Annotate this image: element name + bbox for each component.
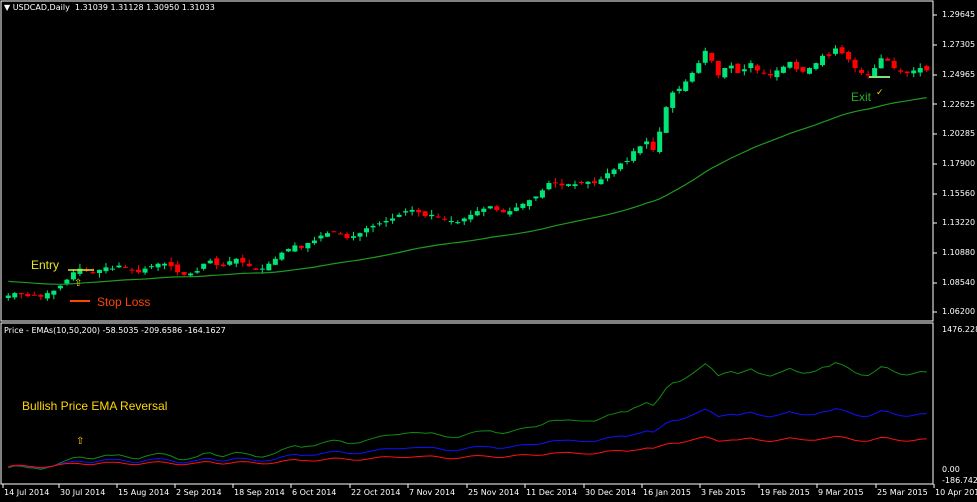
exit-check-icon: ✓ bbox=[876, 87, 884, 97]
stop-loss-label: Stop Loss bbox=[97, 295, 151, 309]
price-tick: 1.29645 bbox=[942, 10, 976, 19]
ema200-diff-line bbox=[8, 435, 927, 469]
indicator-top-value: 1476.2280 bbox=[942, 325, 977, 334]
time-tick: 30 Dec 2014 bbox=[585, 488, 637, 497]
main-panel-frame bbox=[0, 0, 934, 322]
time-tick: 7 Nov 2014 bbox=[409, 488, 456, 497]
symbol-label: USDCAD,Daily bbox=[12, 3, 70, 12]
time-tick: 19 Feb 2015 bbox=[760, 488, 810, 497]
time-tick: 10 Apr 2015 bbox=[935, 488, 977, 497]
price-tick: 1.10880 bbox=[942, 248, 976, 257]
chart-title: ▼ USDCAD,Daily 1.31039 1.31128 1.30950 1… bbox=[4, 3, 215, 12]
time-tick: 6 Oct 2014 bbox=[292, 488, 337, 497]
collapse-triangle-icon[interactable]: ▼ bbox=[4, 3, 11, 12]
price-tick: 1.06200 bbox=[942, 307, 976, 316]
time-tick: 15 Aug 2014 bbox=[118, 488, 170, 497]
price-tick: 1.27305 bbox=[942, 40, 976, 49]
price-tick: 1.20285 bbox=[942, 129, 976, 138]
time-tick: 25 Mar 2015 bbox=[877, 488, 928, 497]
price-tick: 1.13220 bbox=[942, 218, 976, 227]
exit-label: Exit bbox=[851, 90, 872, 104]
indicator-panel-frame bbox=[0, 322, 934, 485]
time-tick: 30 Jul 2014 bbox=[60, 488, 106, 497]
price-tick: 1.15560 bbox=[942, 189, 976, 198]
indicator-zero-value: 0.00 bbox=[942, 465, 960, 474]
time-tick: 16 Jan 2015 bbox=[643, 488, 691, 497]
indicator-arrow-icon: ⇧ bbox=[76, 436, 85, 447]
ohlc-values: 1.31039 1.31128 1.30950 1.31033 bbox=[74, 3, 215, 12]
price-tick: 1.22625 bbox=[942, 100, 976, 109]
pattern-label: Bullish Price EMA Reversal bbox=[22, 399, 168, 413]
time-tick: 25 Nov 2014 bbox=[468, 488, 520, 497]
time-tick: 18 Sep 2014 bbox=[234, 488, 285, 497]
axis-ticks bbox=[2, 14, 937, 488]
time-tick: 3 Feb 2015 bbox=[701, 488, 746, 497]
time-tick: 11 Dec 2014 bbox=[526, 488, 578, 497]
time-tick: 22 Oct 2014 bbox=[351, 488, 401, 497]
time-tick: 14 Jul 2014 bbox=[4, 488, 50, 497]
price-tick: 1.24965 bbox=[942, 70, 976, 79]
time-tick: 9 Mar 2015 bbox=[818, 488, 864, 497]
candlesticks bbox=[5, 45, 930, 301]
price-tick: 1.08540 bbox=[942, 278, 976, 287]
ema50-diff-line bbox=[8, 408, 927, 469]
main-price-panel[interactable] bbox=[0, 0, 934, 322]
indicator-panel[interactable] bbox=[0, 322, 934, 485]
price-tick: 1.17900 bbox=[942, 159, 976, 168]
time-tick: 2 Sep 2014 bbox=[176, 488, 222, 497]
indicator-title: Price - EMAs(10,50,200) -58.5035 -209.65… bbox=[4, 326, 226, 335]
entry-arrow-icon: ⇧ bbox=[74, 278, 83, 289]
entry-label: Entry bbox=[31, 258, 60, 272]
ema10-diff-line bbox=[8, 362, 927, 470]
ema-line bbox=[8, 97, 927, 285]
